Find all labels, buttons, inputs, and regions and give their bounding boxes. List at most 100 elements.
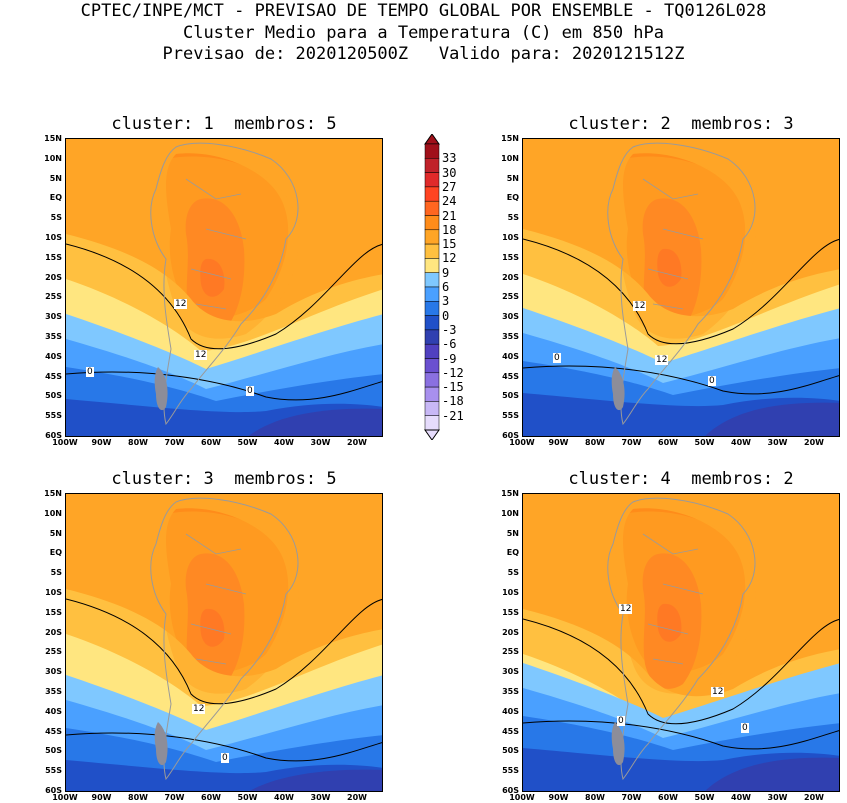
map-svg	[523, 494, 839, 791]
colorbar-swatch	[424, 243, 440, 259]
colorbar-level-label: 33	[442, 151, 457, 166]
colorbar-level-label: -21	[442, 408, 464, 423]
lat-tick-label: 50S	[45, 746, 62, 756]
lat-tick-label: 10N	[44, 153, 62, 163]
colorbar-swatch	[424, 258, 440, 273]
colorbar-level-label: 18	[442, 222, 457, 237]
lat-tick-label: 35S	[502, 332, 519, 341]
lon-tick-label: 30W	[767, 793, 788, 802]
colorbar-swatch	[424, 286, 440, 302]
lon-tick-label: 100W	[52, 438, 78, 447]
lat-tick-label: 25S	[502, 647, 519, 657]
continent-outline	[150, 497, 299, 781]
contour-label: 12	[711, 687, 725, 697]
contour-label: 0	[741, 723, 749, 733]
header-line2: Cluster Medio para a Temperatura (C) em …	[182, 23, 665, 43]
contour-label: 12	[633, 301, 647, 311]
patagonia	[611, 722, 625, 766]
continent-outline	[607, 142, 756, 426]
patagonia	[154, 722, 168, 766]
lat-tick-label: 5N	[506, 173, 519, 183]
colorbar-level-label: -6	[442, 337, 457, 352]
colorbar-level-label: 6	[442, 280, 450, 294]
colorbar-level-label: 3	[442, 294, 450, 309]
lon-tick-label: 90W	[91, 438, 112, 447]
lat-tick-label: 10S	[502, 233, 519, 242]
lon-tick-label: 90W	[548, 793, 569, 802]
panel-title-2: cluster: 2 membros: 3	[568, 114, 794, 134]
lat-tick-label: 5N	[49, 528, 62, 538]
lat-tick-label: 55S	[502, 766, 519, 776]
lat-tick-label: EQ	[49, 548, 62, 558]
lat-tick-label: 40S	[502, 351, 519, 361]
band-cold-4	[705, 757, 839, 791]
lat-tick-label: 50S	[502, 391, 519, 401]
colorbar-swatch	[424, 372, 440, 388]
contour-0	[66, 732, 382, 762]
lat-tick-label: 20S	[502, 272, 519, 282]
lon-tick-label: 50W	[694, 793, 715, 802]
lon-tick-label: 70W	[164, 438, 185, 447]
lat-tick-label: 5S	[50, 568, 62, 578]
lat-tick-label: 5N	[506, 528, 519, 538]
lat-tick-label: 15N	[501, 489, 519, 498]
colorbar-swatch	[424, 143, 440, 159]
contour-label: 0	[221, 753, 229, 763]
contour-label: 0	[86, 367, 94, 377]
lon-tick-label: 80W	[585, 438, 605, 447]
lon-tick-label: 60W	[201, 793, 221, 802]
colorbar-level-label: 12	[442, 251, 457, 266]
panel-title-4: cluster: 4 membros: 2	[568, 469, 794, 489]
lat-tick-label: 5N	[49, 173, 62, 183]
lon-tick-label: 50W	[694, 438, 715, 447]
lon-tick-label: 60W	[201, 438, 221, 447]
lat-tick-label: 15S	[502, 252, 519, 262]
lat-tick-label: 5S	[507, 568, 519, 578]
map-panel-2: 12 12 0 0	[522, 138, 840, 437]
lon-tick-label: 20W	[347, 793, 367, 802]
lat-tick-label: 45S	[502, 726, 519, 736]
map-panel-1: 12 12 0 0	[65, 138, 383, 437]
header-line3: Previsao de: 2020120500Z Valido para: 20…	[162, 44, 685, 64]
contour-label: 12	[655, 355, 669, 365]
lat-tick-label: EQ	[506, 548, 519, 558]
lat-tick-label: 20S	[502, 627, 519, 637]
lon-tick-label: 70W	[164, 793, 185, 802]
lat-tick-label: 15S	[45, 252, 62, 262]
lat-tick-label: 60S	[45, 431, 62, 440]
lat-tick-label: 55S	[45, 766, 62, 776]
contour-0	[523, 720, 839, 750]
lon-tick-label: 90W	[91, 793, 112, 802]
colorbar-swatch	[424, 358, 440, 374]
patagonia	[154, 367, 168, 411]
contour-0	[66, 371, 382, 401]
colorbar-level-label: 15	[442, 237, 457, 252]
map-panel-4: 12 12 0 0	[522, 493, 840, 792]
lat-tick-label: 25S	[502, 292, 519, 302]
lat-tick-label: 25S	[45, 647, 62, 657]
colorbar-swatch	[424, 186, 440, 202]
lat-tick-label: 45S	[45, 371, 62, 381]
colorbar-swatch	[424, 343, 440, 359]
contour-12	[66, 598, 382, 705]
lat-tick-label: 40S	[45, 351, 62, 361]
lon-tick-label: 50W	[237, 438, 258, 447]
lat-tick-label: 50S	[502, 746, 519, 756]
lon-tick-label: 60W	[658, 793, 678, 802]
band-continent	[615, 156, 756, 339]
colorbar-level-label: 27	[442, 179, 457, 194]
lon-tick-label: 30W	[310, 438, 331, 447]
band-continent	[615, 511, 756, 694]
colorbar-swatch	[424, 386, 440, 402]
lat-tick-label: 30S	[502, 667, 519, 677]
contour-label: 12	[194, 350, 208, 360]
lat-tick-label: 60S	[45, 786, 62, 795]
lat-tick-label: 30S	[502, 312, 519, 322]
lon-tick-label: 30W	[767, 438, 788, 447]
lon-tick-label: 80W	[128, 793, 148, 802]
lon-tick-label: 40W	[731, 438, 751, 447]
colorbar-swatch	[424, 172, 440, 188]
colorbar-swatch	[424, 401, 440, 416]
colorbar-swatch	[424, 200, 440, 216]
lon-tick-label: 40W	[274, 793, 294, 802]
